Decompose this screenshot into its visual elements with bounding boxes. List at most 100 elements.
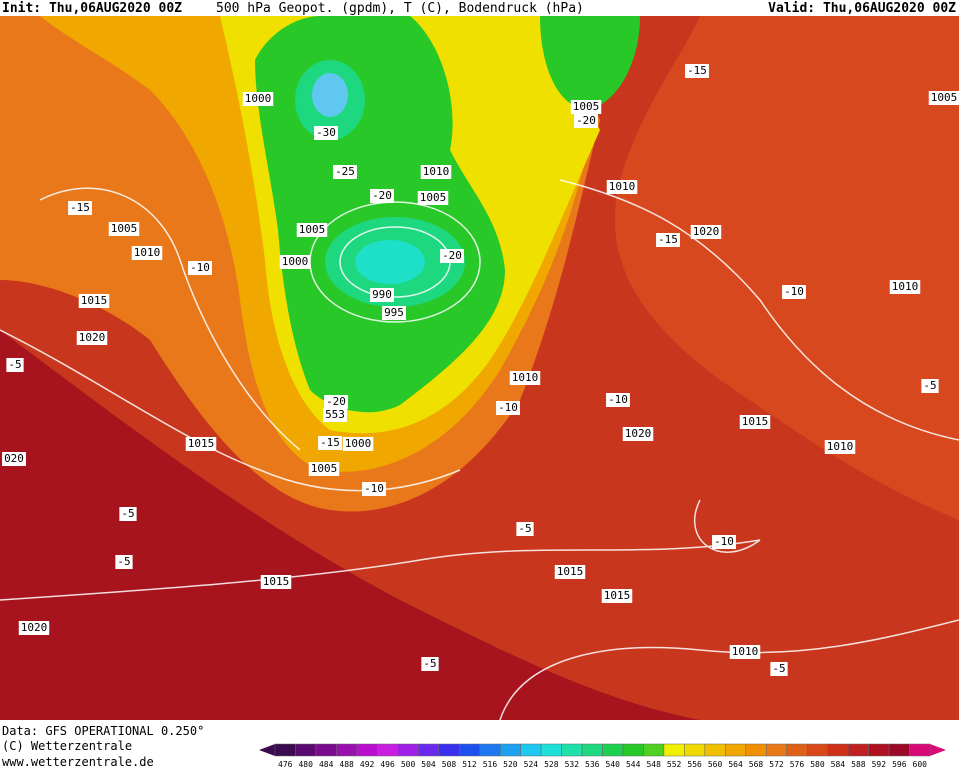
label-box — [824, 440, 856, 454]
colorbar-label: 544 — [626, 760, 641, 769]
colorbar-swatch — [274, 743, 296, 757]
colorbar-swatch — [827, 743, 849, 757]
label-box — [333, 165, 357, 179]
colorbar-label: 584 — [831, 760, 846, 769]
colorbar-label: 560 — [708, 760, 723, 769]
colorbar-swatch — [520, 743, 542, 757]
isoline-label: -15 — [658, 233, 678, 246]
label-box — [570, 100, 602, 114]
isoline-label: 1010 — [827, 440, 854, 453]
isoline-label: 1005 — [573, 100, 600, 113]
copyright: (C) Wetterzentrale — [2, 739, 132, 753]
colorbar-swatch — [499, 743, 521, 757]
isoline-label: 020 — [4, 452, 24, 465]
isoline-label: 1005 — [931, 91, 958, 104]
isoline-label: -5 — [772, 662, 785, 675]
isoline-label: -10 — [190, 261, 210, 274]
colorbar-swatch — [725, 743, 747, 757]
colorbar-label: 572 — [769, 760, 784, 769]
valid-time: Valid: Thu,06AUG2020 00Z — [768, 1, 956, 16]
isoline-label: 1015 — [742, 415, 769, 428]
label-box — [318, 436, 342, 450]
isoline-label: -10 — [714, 535, 734, 548]
colorbar-label: 476 — [278, 760, 293, 769]
isobar — [0, 329, 461, 492]
label-box — [739, 415, 771, 429]
label-box — [279, 255, 311, 269]
label-box — [2, 452, 26, 466]
colorbar-label: 540 — [606, 760, 621, 769]
label-box — [76, 331, 108, 345]
colorbar-label: 556 — [687, 760, 702, 769]
colorbar-label: 488 — [339, 760, 354, 769]
label-box — [782, 285, 806, 299]
colorbar-swatch — [663, 743, 685, 757]
colorbar-swatch — [786, 743, 808, 757]
colorbar-label: 600 — [913, 760, 928, 769]
label-box — [928, 91, 959, 105]
label-box — [622, 427, 654, 441]
colorbar-swatch — [356, 743, 378, 757]
isoline-label: 1020 — [693, 225, 720, 238]
isoline-label: -20 — [326, 395, 346, 408]
isoline-label: 1020 — [21, 621, 48, 634]
isobar — [559, 179, 959, 441]
isobar — [499, 619, 959, 721]
field-green-north — [540, 16, 640, 110]
colorbar-swatch — [745, 743, 767, 757]
isoline-label: 1000 — [282, 255, 309, 268]
field-dark-red — [0, 330, 700, 720]
label-box — [188, 261, 212, 275]
label-box — [770, 662, 788, 676]
colorbar-swatch — [868, 743, 890, 757]
label-box — [729, 645, 761, 659]
colorbar-swatch — [295, 743, 317, 757]
label-box — [685, 64, 709, 78]
isoline-label: 553 — [325, 408, 345, 421]
isoline-label: 1010 — [609, 180, 636, 193]
label-box — [417, 191, 449, 205]
isoline-label: -25 — [335, 165, 355, 178]
colorbar-swatch — [397, 743, 419, 757]
colorbar-swatch — [561, 743, 583, 757]
colorbar-swatch — [336, 743, 358, 757]
colorbar-swatch — [847, 743, 869, 757]
colorbar-label: 500 — [401, 760, 416, 769]
colorbar-label: 564 — [728, 760, 743, 769]
isobar — [0, 539, 761, 601]
label-box — [921, 379, 939, 393]
isoline-label: -20 — [372, 189, 392, 202]
colorbar-label: 504 — [421, 760, 436, 769]
header-bar — [0, 0, 959, 16]
isoline-label: 1005 — [420, 191, 447, 204]
colorbar-swatch — [684, 743, 706, 757]
isoline-label: -5 — [923, 379, 936, 392]
label-box — [6, 358, 24, 372]
url: www.wetterzentrale.de — [2, 755, 154, 769]
isoline-label: -5 — [423, 657, 436, 670]
label-box — [242, 92, 274, 106]
isobar — [39, 187, 301, 451]
isoline-label: -15 — [320, 436, 340, 449]
label-box — [606, 393, 630, 407]
colorbar-swatch — [418, 743, 439, 757]
label-box — [712, 535, 736, 549]
isoline-label: -15 — [70, 201, 90, 214]
label-box — [68, 201, 92, 215]
isoline-label: -5 — [117, 555, 130, 568]
colorbar-label: 588 — [851, 760, 866, 769]
label-box — [119, 507, 137, 521]
label-box — [690, 225, 722, 239]
label-box — [421, 657, 439, 671]
colorbar-label: 492 — [360, 760, 375, 769]
colorbar-swatch — [888, 743, 910, 757]
label-box — [606, 180, 638, 194]
field-orange-east — [614, 16, 959, 520]
colorbar-label: 520 — [503, 760, 518, 769]
label-box — [323, 408, 347, 422]
label-box — [889, 280, 921, 294]
label-box — [574, 114, 598, 128]
isoline-label: 1010 — [134, 246, 161, 259]
isoline-label: -15 — [687, 64, 707, 77]
